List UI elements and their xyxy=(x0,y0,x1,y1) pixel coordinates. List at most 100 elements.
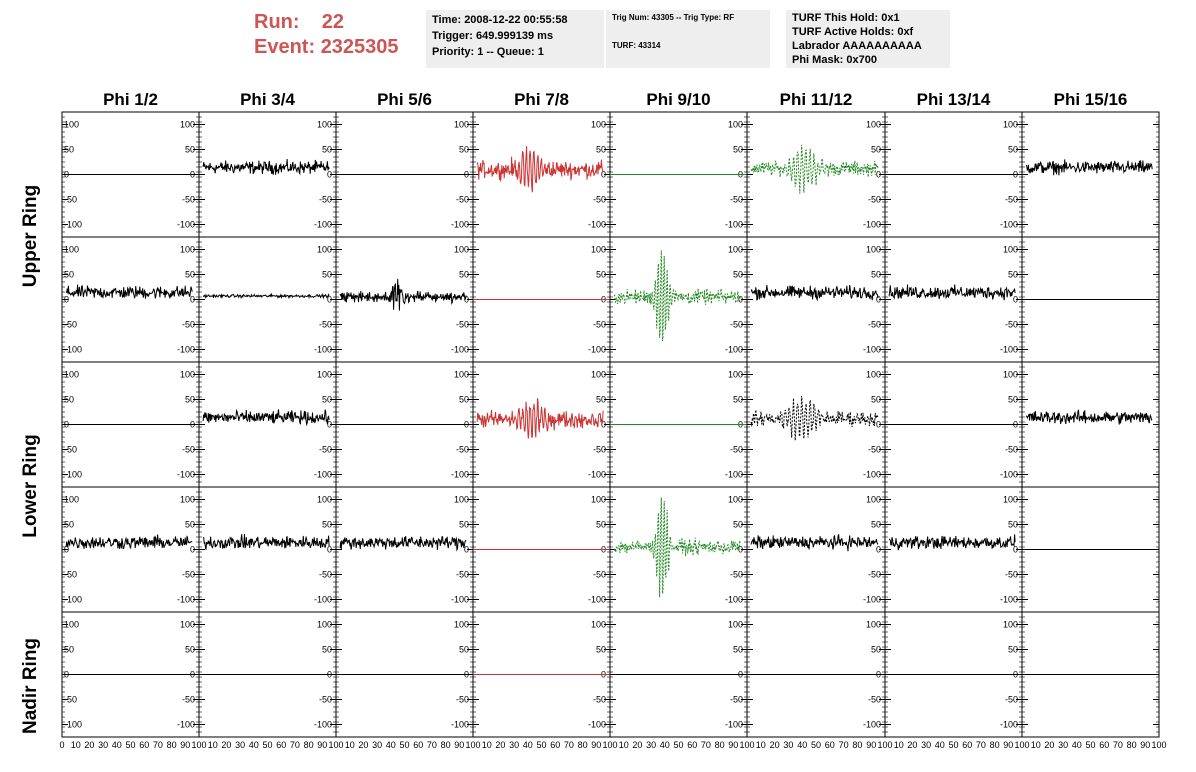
y-tick-label: 50 xyxy=(596,395,606,405)
y-tick-label: 50 xyxy=(185,270,195,280)
y-tick-label: -50 xyxy=(182,445,195,455)
series-line xyxy=(202,158,330,176)
series-line xyxy=(1025,409,1153,425)
series-line xyxy=(613,497,741,598)
y-tick-label: 50 xyxy=(733,520,743,530)
y-tick-label-left: 100 xyxy=(64,495,79,505)
x-tick-label: 50 xyxy=(262,740,272,750)
y-tick-label: -50 xyxy=(456,570,469,580)
run-event-header: Run: 22 Event: 2325305 xyxy=(254,10,399,60)
y-tick-label: 100 xyxy=(180,245,195,255)
y-tick-label: -50 xyxy=(319,195,332,205)
event-label: Event: xyxy=(254,36,316,58)
x-tick-label: 90 xyxy=(591,740,601,750)
y-tick-label: -100 xyxy=(863,720,881,730)
y-tick-label: -50 xyxy=(319,445,332,455)
x-tick-label: 40 xyxy=(112,740,122,750)
event-row: Event: 2325305 xyxy=(254,35,399,60)
x-tick-label: 50 xyxy=(811,740,821,750)
x-tick-label: 60 xyxy=(962,740,972,750)
y-tick-label: -50 xyxy=(868,195,881,205)
y-tick-label: 100 xyxy=(1003,120,1018,130)
y-tick-label: 0 xyxy=(876,170,881,180)
column-title: Phi 15/16 xyxy=(1054,90,1128,109)
x-tick-label: 60 xyxy=(550,740,560,750)
x-tick-label: 10 xyxy=(345,740,355,750)
y-tick-label: 100 xyxy=(180,370,195,380)
column-title: Phi 11/12 xyxy=(780,90,853,109)
panel-frame xyxy=(198,361,337,488)
series-line xyxy=(750,144,879,194)
y-tick-label: 100 xyxy=(728,620,743,630)
y-tick-label: 50 xyxy=(733,395,743,405)
y-tick-label: 100 xyxy=(728,245,743,255)
x-tick-label: 20 xyxy=(358,740,368,750)
y-tick-label: 100 xyxy=(454,620,469,630)
y-tick-label: -100 xyxy=(1000,345,1018,355)
x-tick-label: 90 xyxy=(454,740,464,750)
y-tick-label: 50 xyxy=(596,270,606,280)
priority-text: Priority: 1 -- Queue: 1 xyxy=(432,46,544,58)
y-tick-label: -50 xyxy=(182,570,195,580)
x-tick-label: 80 xyxy=(715,740,725,750)
x-tick-label: 30 xyxy=(1058,740,1068,750)
x-tick-label: 70 xyxy=(427,740,437,750)
y-tick-label: 50 xyxy=(596,520,606,530)
series-line xyxy=(614,250,741,342)
panel-frame xyxy=(884,236,1023,363)
y-tick-label: -50 xyxy=(1005,445,1018,455)
y-tick-label: 0 xyxy=(601,420,606,430)
y-tick-label: 50 xyxy=(459,395,469,405)
y-tick-label: -100 xyxy=(725,595,743,605)
y-tick-label: 50 xyxy=(733,145,743,155)
x-tick-label: 60 xyxy=(825,740,835,750)
x-tick-label: 90 xyxy=(317,740,327,750)
y-tick-label: 50 xyxy=(322,645,332,655)
y-tick-label: -100 xyxy=(588,595,606,605)
x-tick-label: 30 xyxy=(646,740,656,750)
y-tick-label: 50 xyxy=(459,520,469,530)
x-tick-label: 70 xyxy=(290,740,300,750)
y-tick-label: -100 xyxy=(725,470,743,480)
series-line xyxy=(888,284,1016,301)
y-tick-label: -100 xyxy=(314,720,332,730)
x-tick-label: 20 xyxy=(84,740,94,750)
y-tick-label: -100 xyxy=(863,220,881,230)
y-tick-label-left: 50 xyxy=(64,145,74,155)
y-tick-label: -50 xyxy=(730,445,743,455)
x-tick-label: 100 xyxy=(877,740,892,750)
panel-frame xyxy=(61,236,200,363)
x-tick-label: 60 xyxy=(139,740,149,750)
y-tick-label: 100 xyxy=(1003,620,1018,630)
y-tick-label-left: -100 xyxy=(64,595,82,605)
x-tick-label: 40 xyxy=(1072,740,1082,750)
y-tick-label: 50 xyxy=(185,645,195,655)
trigger-text: Trigger: 649.999139 ms xyxy=(432,30,554,42)
y-tick-label: 0 xyxy=(327,420,332,430)
y-tick-label: 100 xyxy=(728,370,743,380)
series-line xyxy=(202,292,330,300)
y-tick-label: 50 xyxy=(1008,520,1018,530)
x-tick-label: 50 xyxy=(1085,740,1095,750)
x-tick-label: 50 xyxy=(948,740,958,750)
panel-frame xyxy=(1021,361,1160,488)
y-tick-label: -100 xyxy=(588,470,606,480)
y-tick-label: -100 xyxy=(314,220,332,230)
y-tick-label: -100 xyxy=(1000,470,1018,480)
x-tick-label: 30 xyxy=(372,740,382,750)
y-tick-label: 100 xyxy=(317,620,332,630)
y-tick-label: 100 xyxy=(454,495,469,505)
y-tick-label: -100 xyxy=(725,720,743,730)
y-tick-label: 50 xyxy=(871,520,881,530)
trig-num-text: Trig Num: 43305 -- Trig Type: RF xyxy=(612,13,735,22)
y-tick-label: 100 xyxy=(180,620,195,630)
series-line xyxy=(65,534,193,550)
y-tick-label: -50 xyxy=(730,695,743,705)
y-tick-label: -50 xyxy=(868,570,881,580)
x-tick-label: 100 xyxy=(465,740,480,750)
series-line xyxy=(339,278,467,311)
y-tick-label: -100 xyxy=(314,345,332,355)
y-tick-label: 100 xyxy=(866,620,881,630)
y-tick-label: -50 xyxy=(182,320,195,330)
series-line xyxy=(339,536,467,552)
